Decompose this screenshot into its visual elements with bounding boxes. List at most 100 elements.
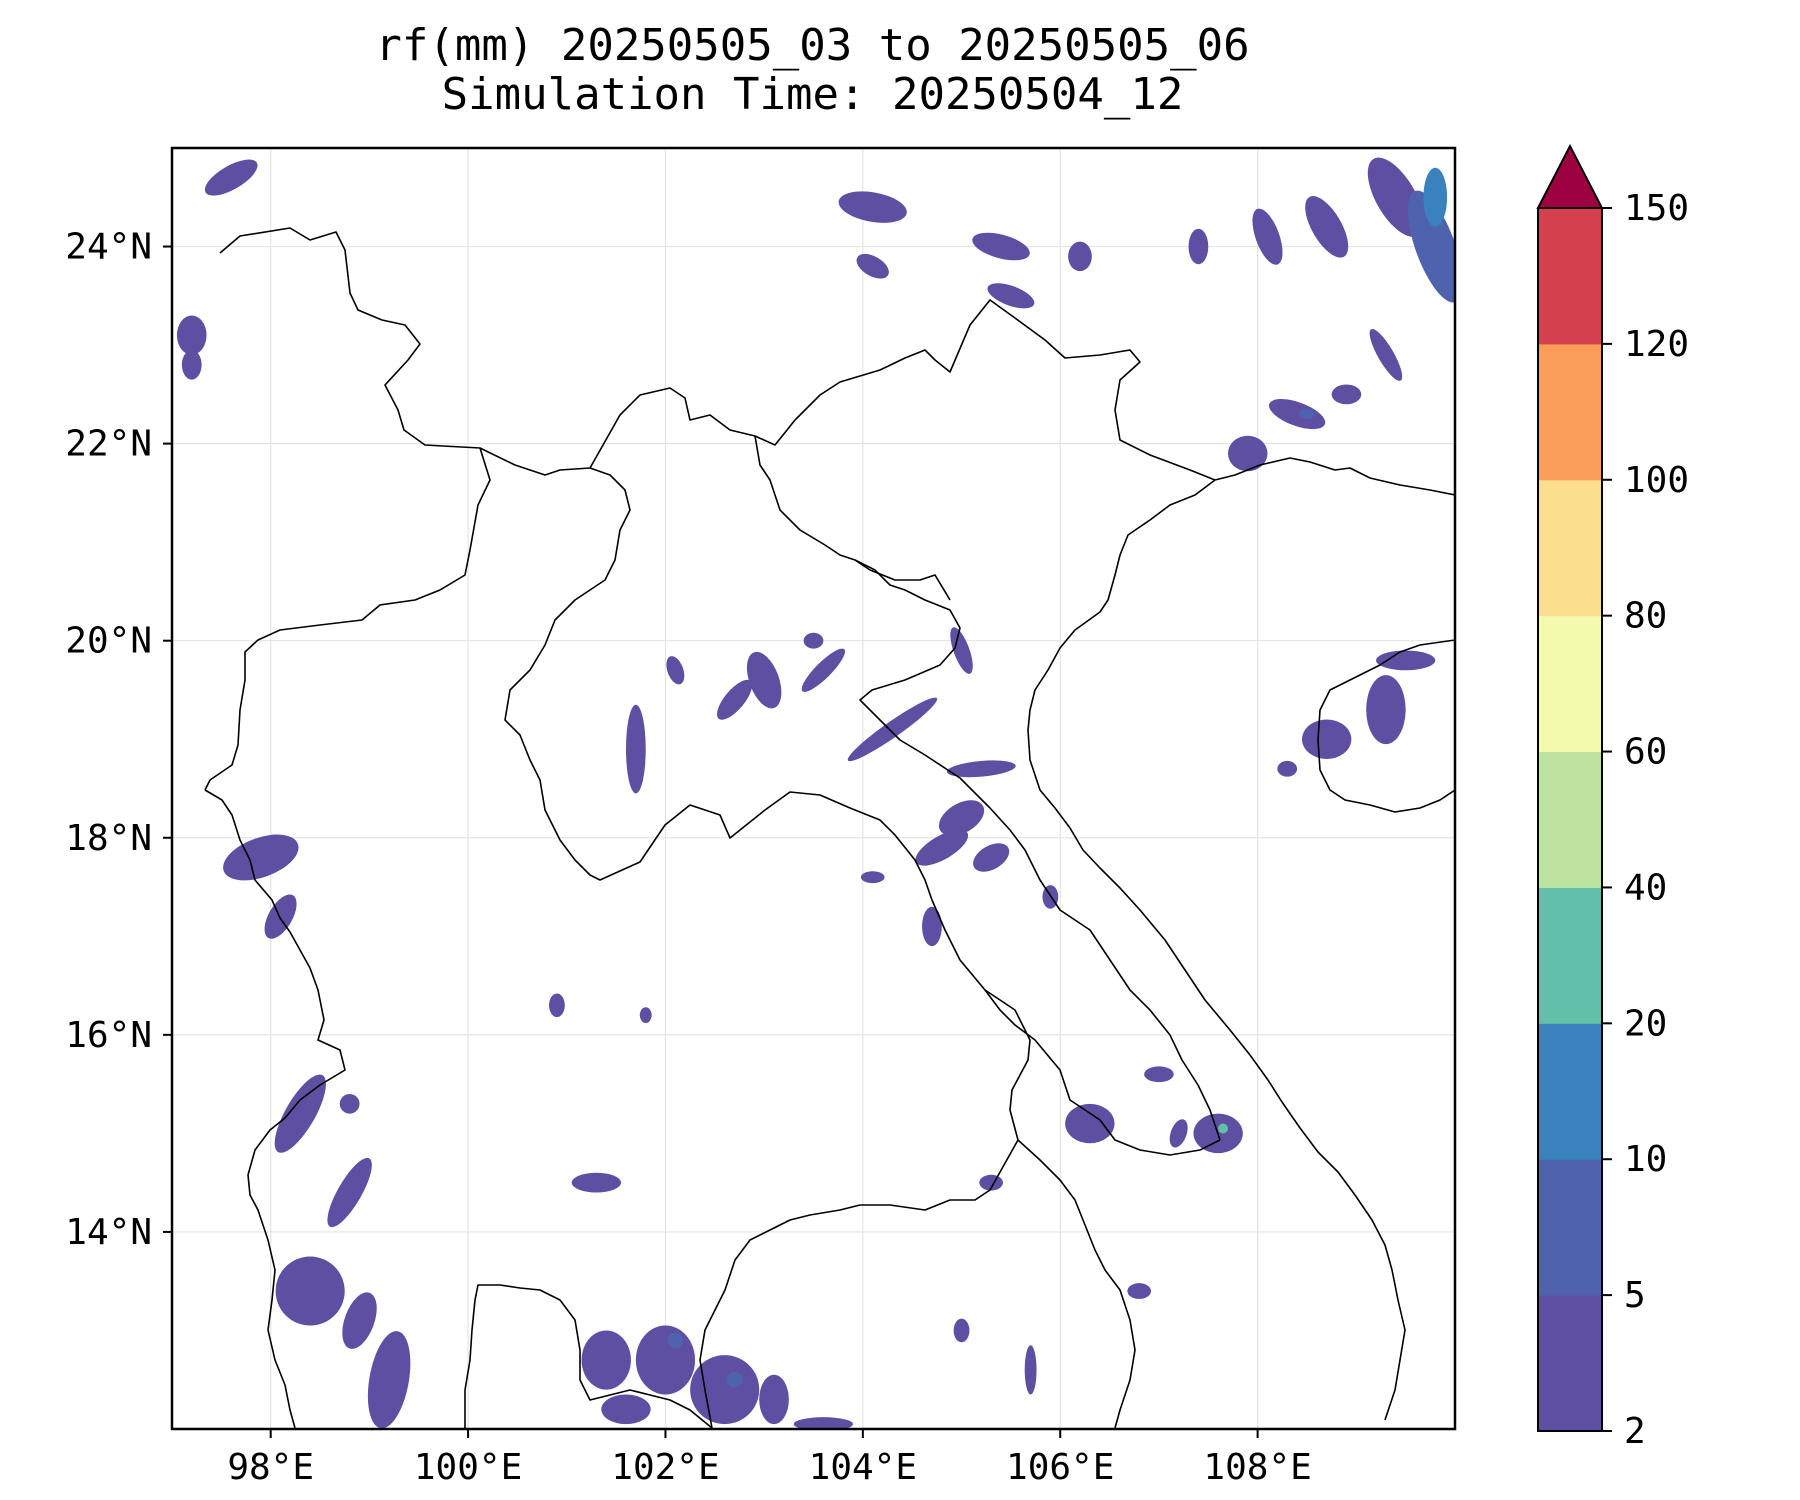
rain-cell (946, 760, 1016, 778)
rain-cell (264, 894, 297, 939)
colorbar-tick-label: 80 (1624, 596, 1667, 637)
y-axis-ticks: 14°N 16°N 18°N 20°N 22°N 24°N (65, 227, 172, 1253)
rain-cell (1228, 435, 1268, 472)
rain-cell (342, 1292, 377, 1349)
colorbar-segment (1538, 751, 1602, 888)
rain-cell (549, 993, 565, 1018)
x-axis-ticks: 98°E 100°E 102°E 104°E 106°E 108°E (227, 1429, 1312, 1488)
rain-cell (581, 1330, 631, 1390)
y-tick-label: 18°N (65, 818, 152, 859)
rain-cell (625, 704, 646, 794)
rain-cell (746, 651, 782, 709)
colorbar: 2 5 10 20 40 60 80 100 120 150 (1536, 143, 1689, 1452)
rain-cell (1068, 241, 1092, 272)
rain-cell (847, 697, 938, 762)
colorbar-frame (1537, 207, 1603, 1432)
rainfall-field (176, 157, 1455, 1429)
rain-cell (1218, 1123, 1229, 1134)
rain-cell (1299, 409, 1315, 419)
rain-cell (1024, 1345, 1037, 1395)
y-tick-label: 14°N (65, 1212, 152, 1253)
y-tick-label: 20°N (65, 621, 152, 662)
map-frame (170, 146, 1457, 1431)
rain-cell (1302, 719, 1352, 759)
colorbar-segment (1538, 887, 1602, 1024)
x-tick-label: 102°E (611, 1447, 719, 1488)
border-cambodia-vietnam (1017, 1139, 1136, 1429)
colorbar-segment (1538, 1295, 1602, 1432)
colorbar-tick-label: 100 (1624, 460, 1689, 501)
border-cambodia-thailand (699, 1139, 1019, 1429)
rain-cell (972, 232, 1030, 261)
y-tick-label: 24°N (65, 227, 152, 268)
border-myanmar-laos-thailand (204, 447, 491, 791)
rain-cell (571, 1172, 622, 1193)
border-china-north (219, 227, 1216, 481)
rain-cell (987, 283, 1035, 309)
rain-cell (973, 843, 1010, 872)
rain-cell (635, 1325, 696, 1395)
colorbar-tick-label: 2 (1624, 1411, 1646, 1452)
rain-cell (1376, 650, 1436, 671)
rain-cell (953, 1318, 970, 1343)
country-borders (204, 227, 1455, 1429)
rain-cell (667, 1332, 684, 1349)
rain-cell (1127, 1283, 1152, 1299)
rain-cell (176, 315, 207, 355)
colorbar-tick-label: 10 (1624, 1139, 1667, 1180)
rain-cell (1366, 675, 1406, 745)
rain-cell (181, 350, 202, 380)
rain-cell (1305, 196, 1349, 258)
rain-cell (274, 1074, 326, 1153)
rain-cell (1188, 228, 1209, 265)
colorbar-segment (1538, 1159, 1602, 1296)
colorbar-segment (1538, 479, 1602, 617)
rain-cell (327, 1157, 372, 1228)
rain-cell (793, 1417, 853, 1429)
gridlines (172, 148, 1455, 1429)
rain-cell (367, 1331, 411, 1429)
x-tick-label: 106°E (1006, 1447, 1114, 1488)
x-tick-label: 98°E (227, 1447, 314, 1488)
rain-cell (1331, 384, 1362, 405)
rain-cell (1268, 399, 1326, 430)
rain-cell (1169, 1119, 1188, 1148)
colorbar-segment (1538, 343, 1602, 481)
rain-cell (938, 800, 985, 836)
rain-cell (601, 1394, 651, 1425)
coast-hainan (1317, 639, 1455, 813)
colorbar-tick-label: 5 (1624, 1275, 1646, 1316)
border-laos-vietnam (854, 559, 1221, 1141)
coast-gulf-tonkin (1027, 479, 1406, 1421)
rain-cell (838, 191, 907, 223)
rain-cell (666, 656, 685, 685)
colorbar-tick-label: 60 (1624, 732, 1667, 773)
colorbar-tick-label: 20 (1624, 1003, 1667, 1044)
rain-cell (950, 627, 973, 674)
rain-cell (1277, 760, 1298, 777)
colorbar-extend-arrow (1536, 143, 1604, 209)
rain-cell (275, 1256, 345, 1326)
colorbar-tick-label: 150 (1624, 188, 1689, 229)
rain-cell (803, 632, 824, 649)
rain-cell (1407, 190, 1455, 303)
rain-cell (860, 871, 885, 884)
x-tick-label: 108°E (1203, 1447, 1311, 1488)
colorbar-segment (1538, 615, 1602, 753)
x-tick-label: 104°E (809, 1447, 917, 1488)
rain-cell (1065, 1103, 1115, 1144)
rain-cell (1369, 329, 1403, 381)
rain-cell (801, 648, 846, 692)
rain-cell (1144, 1066, 1174, 1083)
coast-gulf-thailand (464, 1284, 713, 1429)
border-myanmar-thailand (204, 789, 346, 1429)
rain-cell (716, 679, 753, 720)
colorbar-segment (1538, 1023, 1602, 1160)
coast-guangxi (1214, 457, 1455, 496)
colorbar-tick-label: 120 (1624, 324, 1689, 365)
border-laos-thailand (504, 467, 1031, 1141)
border-china-laos (754, 435, 951, 601)
rain-cell (726, 1371, 743, 1388)
